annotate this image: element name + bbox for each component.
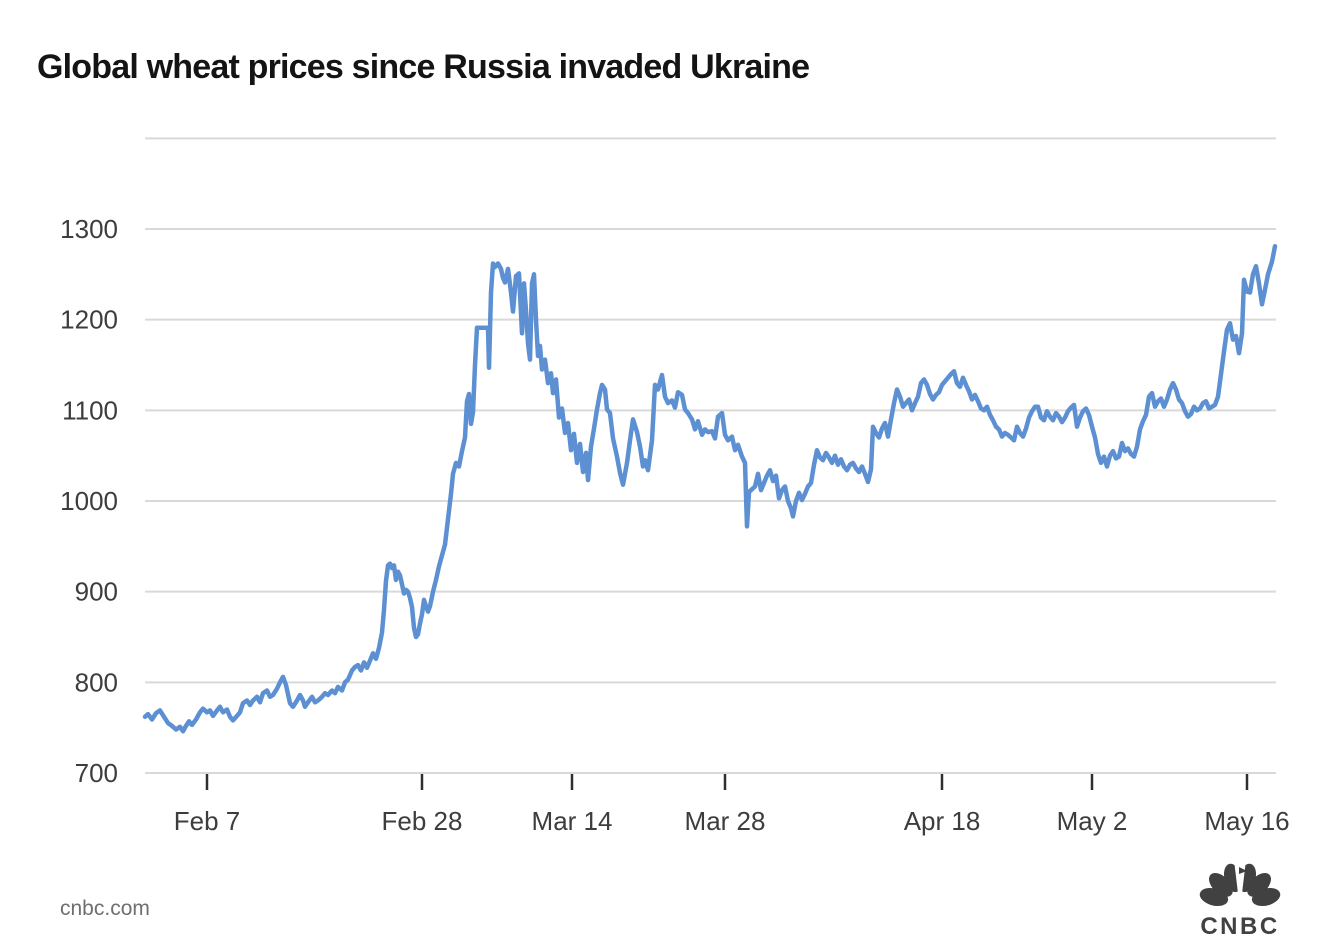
- y-axis-label-900: 900: [75, 577, 118, 607]
- x-axis-label-Mar 28: Mar 28: [685, 806, 766, 836]
- x-axis-label-Apr 18: Apr 18: [904, 806, 981, 836]
- x-axis-label-Feb 7: Feb 7: [174, 806, 241, 836]
- y-axis-label-1200: 1200: [60, 305, 118, 335]
- y-axis-label-1300: 1300: [60, 214, 118, 244]
- y-axis-label-700: 700: [75, 758, 118, 788]
- cnbc-logo: CNBC: [1192, 856, 1288, 941]
- x-axis-label-Feb 28: Feb 28: [382, 806, 463, 836]
- x-axis-label-May 16: May 16: [1204, 806, 1289, 836]
- y-axis-label-1000: 1000: [60, 486, 118, 516]
- cnbc-wordmark: CNBC: [1200, 913, 1280, 940]
- price-line-series: [142, 243, 1278, 734]
- source-attribution: cnbc.com: [60, 897, 150, 920]
- peacock-icon: [1199, 860, 1281, 910]
- x-axis-label-May 2: May 2: [1057, 806, 1128, 836]
- chart-title: Global wheat prices since Russia invaded…: [37, 48, 810, 86]
- y-axis-label-800: 800: [75, 667, 118, 697]
- x-axis-label-Mar 14: Mar 14: [532, 806, 613, 836]
- y-axis-label-1100: 1100: [62, 395, 118, 425]
